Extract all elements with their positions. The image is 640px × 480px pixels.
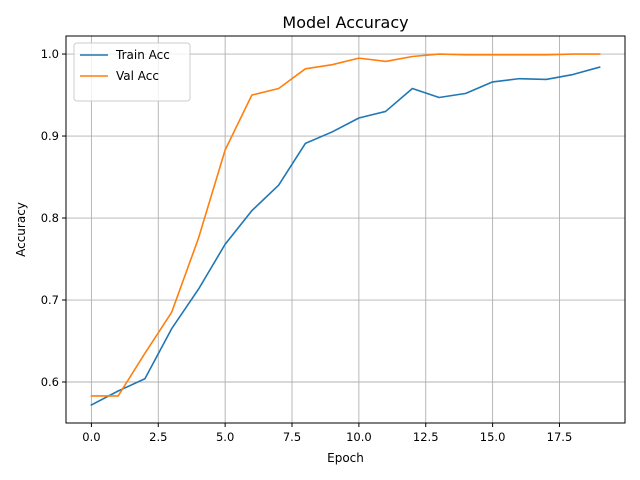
x-tick-label: 17.5 [547, 430, 573, 444]
x-axis-label: Epoch [327, 451, 364, 465]
y-axis-label: Accuracy [14, 202, 28, 257]
series-line-train-acc [90, 66, 601, 407]
x-tick-label: 7.5 [283, 430, 301, 444]
y-tick-label: 1.0 [41, 47, 59, 61]
legend-box [73, 42, 191, 102]
x-tick-label: 0.0 [82, 430, 100, 444]
grid [66, 36, 625, 423]
legend-label: Val Acc [116, 69, 159, 83]
x-tick-label: 2.5 [149, 430, 167, 444]
x-tick-label: 12.5 [413, 430, 439, 444]
chart-title: Model Accuracy [282, 13, 408, 32]
legend: Train Acc Val Acc [73, 42, 191, 102]
x-tick-label: 10.0 [346, 430, 372, 444]
plot-frame [65, 35, 626, 424]
x-tick-label: 15.0 [480, 430, 506, 444]
y-tick-label: 0.7 [41, 293, 59, 307]
ticks: 0.0 2.5 5.0 7.5 10.0 12.5 15.0 17.5 0.6 0.7 0.8 0.9… [41, 47, 573, 444]
y-tick-label: 0.8 [41, 211, 59, 225]
y-tick-label: 0.9 [41, 129, 59, 143]
legend-label: Train Acc [115, 48, 170, 62]
series-layer [90, 53, 601, 407]
y-tick-label: 0.6 [41, 375, 59, 389]
series-line-val-acc [90, 53, 601, 397]
x-tick-label: 5.0 [216, 430, 234, 444]
